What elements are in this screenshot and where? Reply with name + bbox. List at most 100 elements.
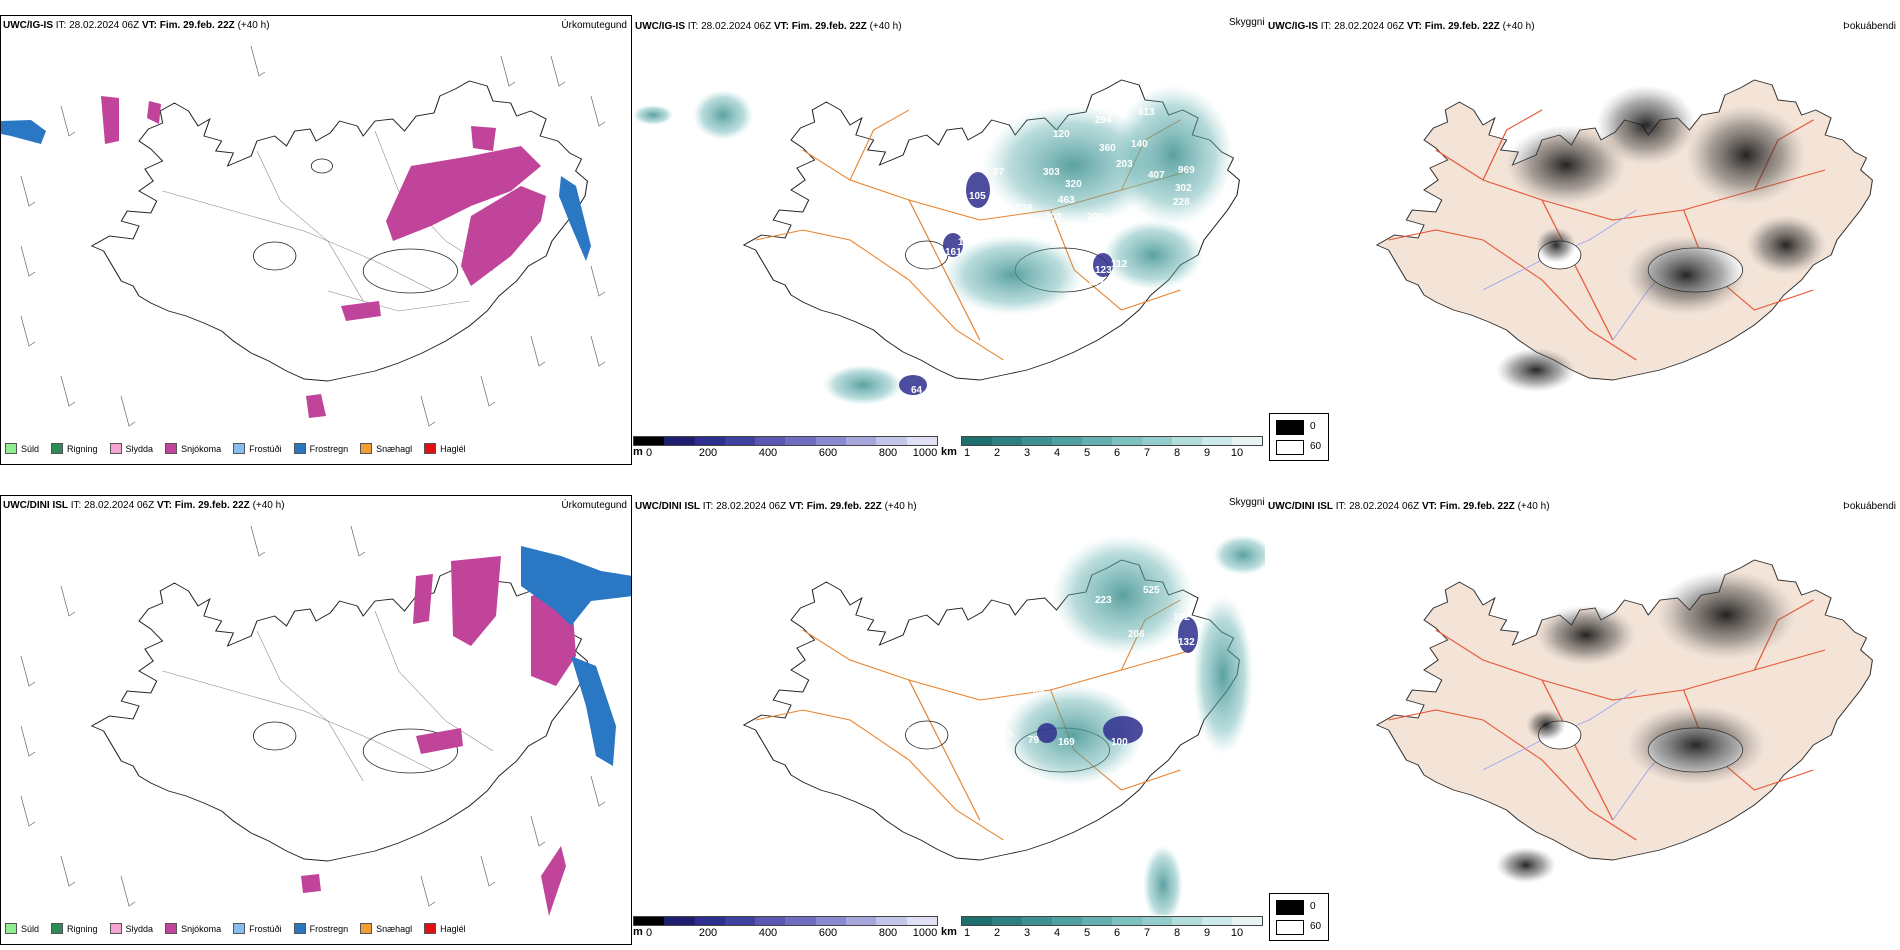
scale-unit-km: km xyxy=(941,926,957,938)
visibility-panel-row1: UWC/IG-IS IT: 28.02.2024 06Z VT: Fim. 29… xyxy=(633,15,1265,465)
legend-item: Frostúði xyxy=(233,923,282,934)
panel-title: Þokuábendi xyxy=(1843,501,1896,512)
legend-item: Súld xyxy=(5,443,39,454)
snow-areas xyxy=(101,96,546,418)
scale-unit-m: m xyxy=(633,926,643,938)
vis-label: 309 xyxy=(1087,212,1104,223)
visibility-scale-km: 1 2 3 4 5 6 7 8 9 10 xyxy=(961,916,1263,940)
low-visibility-areas xyxy=(633,85,1233,405)
fog-key: 0 60 xyxy=(1269,893,1329,941)
vis-label: 115 xyxy=(997,729,1014,740)
legend-item: Snjókoma xyxy=(165,443,221,454)
vis-label: 245 xyxy=(958,717,975,728)
vis-label: 169 xyxy=(1058,737,1075,748)
vis-label: 284 xyxy=(893,720,910,731)
visibility-map: 294 613 120 87 303 320 140 360 203 407 9… xyxy=(633,79,1240,405)
vis-label: 206 xyxy=(1128,629,1145,640)
vis-label: 87 xyxy=(993,167,1005,178)
panel-title: Úrkomutegund xyxy=(561,500,627,511)
panel-title: Úrkomutegund xyxy=(561,20,627,31)
visibility-scale-m: 0 200 400 600 800 1000 xyxy=(633,916,938,940)
vis-label: 276 xyxy=(1048,669,1065,680)
visibility-labels: 223 525 66 206 102 132 276 89 284 245 79… xyxy=(893,585,1195,873)
vis-label: 100 xyxy=(1111,737,1128,748)
vis-label: 140 xyxy=(1131,139,1148,150)
vis-label: 969 xyxy=(1178,165,1195,176)
vis-label: 207 xyxy=(1088,277,1105,288)
vis-label: 132 xyxy=(1178,637,1195,648)
vis-label: 336 xyxy=(1016,203,1033,214)
precip-map xyxy=(1,45,606,427)
precip-map xyxy=(20,525,631,916)
vis-label: 66 xyxy=(1053,627,1065,638)
vis-label: 42 xyxy=(925,862,937,873)
legend-item: Rigning xyxy=(51,443,98,454)
visibility-scale-m: 0 200 400 600 800 1000 xyxy=(633,436,938,460)
legend-item: Snæhagl xyxy=(360,923,412,934)
legend-item: Haglél xyxy=(424,443,466,454)
vis-label: 79 xyxy=(1028,735,1040,746)
visibility-map: 223 525 66 206 102 132 276 89 284 245 79… xyxy=(743,535,1265,915)
fog-indicator-areas xyxy=(1496,85,1826,392)
vis-label: 525 xyxy=(1143,585,1160,596)
panel-title: Þokuábendi xyxy=(1843,21,1896,32)
legend-item: Frostúði xyxy=(233,443,282,454)
panel-header: UWC/DINI ISL IT: 28.02.2024 06Z VT: Fim.… xyxy=(1268,501,1550,512)
vis-label: 228 xyxy=(1173,197,1190,208)
vis-label: 64 xyxy=(911,385,923,396)
legend-item: Rigning xyxy=(51,923,98,934)
legend-item: Snjókoma xyxy=(165,923,221,934)
vis-label: 106 xyxy=(903,342,920,353)
vis-label: 302 xyxy=(1175,183,1192,194)
precip-legend: Súld Rigning Slydda Snjókoma Frostúði Fr… xyxy=(5,443,466,454)
panel-header: UWC/IG-IS IT: 28.02.2024 06Z VT: Fim. 29… xyxy=(635,21,902,32)
legend-item: Haglél xyxy=(424,923,466,934)
fog-map xyxy=(1376,559,1873,883)
scale-unit-km: km xyxy=(941,446,957,458)
visibility-panel-row2: UWC/DINI ISL IT: 28.02.2024 06Z VT: Fim.… xyxy=(633,495,1265,945)
vis-label: 139 xyxy=(958,237,975,248)
fog-map xyxy=(1376,79,1873,392)
vis-label: 223 xyxy=(1095,595,1112,606)
vis-label: 407 xyxy=(1148,170,1165,181)
frost-rain-areas xyxy=(521,546,631,766)
vis-label: 360 xyxy=(1099,143,1116,154)
vis-label: 203 xyxy=(1116,159,1133,170)
precip-panel-row2: UWC/DINI ISL IT: 28.02.2024 06Z VT: Fim.… xyxy=(0,495,632,945)
fog-indicator-areas xyxy=(1496,570,1796,883)
legend-item: Súld xyxy=(5,923,39,934)
low-visibility-areas xyxy=(1003,535,1265,915)
vis-label: 463 xyxy=(1058,195,1075,206)
legend-item: Frostregn xyxy=(293,923,348,934)
visibility-scale-km: 1 2 3 4 5 6 7 8 9 10 xyxy=(961,436,1263,460)
panel-header: UWC/IG-IS IT: 28.02.2024 06Z VT: Fim. 29… xyxy=(1268,21,1535,32)
vis-label: 161 xyxy=(945,247,962,258)
fog-key: 0 60 xyxy=(1269,413,1329,461)
vis-label: 89 xyxy=(1033,687,1045,698)
frost-rain-areas xyxy=(1,120,591,261)
scale-unit-m: m xyxy=(633,446,643,458)
vis-label: 105 xyxy=(969,191,986,202)
wind-barbs xyxy=(20,45,606,427)
wind-barbs xyxy=(20,525,606,907)
fog-panel-row1: UWC/IG-IS IT: 28.02.2024 06Z VT: Fim. 29… xyxy=(1266,15,1900,465)
vis-label: 120 xyxy=(1053,129,1070,140)
vis-label: 320 xyxy=(1065,179,1082,190)
legend-item: Frostregn xyxy=(293,443,348,454)
vis-label: 112 xyxy=(1111,259,1128,270)
vis-label: 126 xyxy=(928,387,945,398)
panel-title: Skyggni xyxy=(1229,497,1265,508)
vis-label: 102 xyxy=(1173,612,1190,623)
legend-item: Slydda xyxy=(109,923,153,934)
panel-header: UWC/DINI ISL IT: 28.02.2024 06Z VT: Fim.… xyxy=(635,501,917,512)
precip-panel-row1: UWC/IG-IS IT: 28.02.2024 06Z VT: Fim. 29… xyxy=(0,15,632,465)
vis-label: 61 xyxy=(933,372,945,383)
legend-item: Snæhagl xyxy=(360,443,412,454)
vis-label: 208 xyxy=(1045,212,1062,223)
panel-header: UWC/IG-IS IT: 28.02.2024 06Z VT: Fim. 29… xyxy=(3,20,270,31)
snow-areas xyxy=(301,556,576,916)
vis-label: 303 xyxy=(1043,167,1060,178)
legend-item: Slydda xyxy=(109,443,153,454)
panel-header: UWC/DINI ISL IT: 28.02.2024 06Z VT: Fim.… xyxy=(3,500,285,511)
visibility-labels: 294 613 120 87 303 320 140 360 203 407 9… xyxy=(903,107,1195,398)
